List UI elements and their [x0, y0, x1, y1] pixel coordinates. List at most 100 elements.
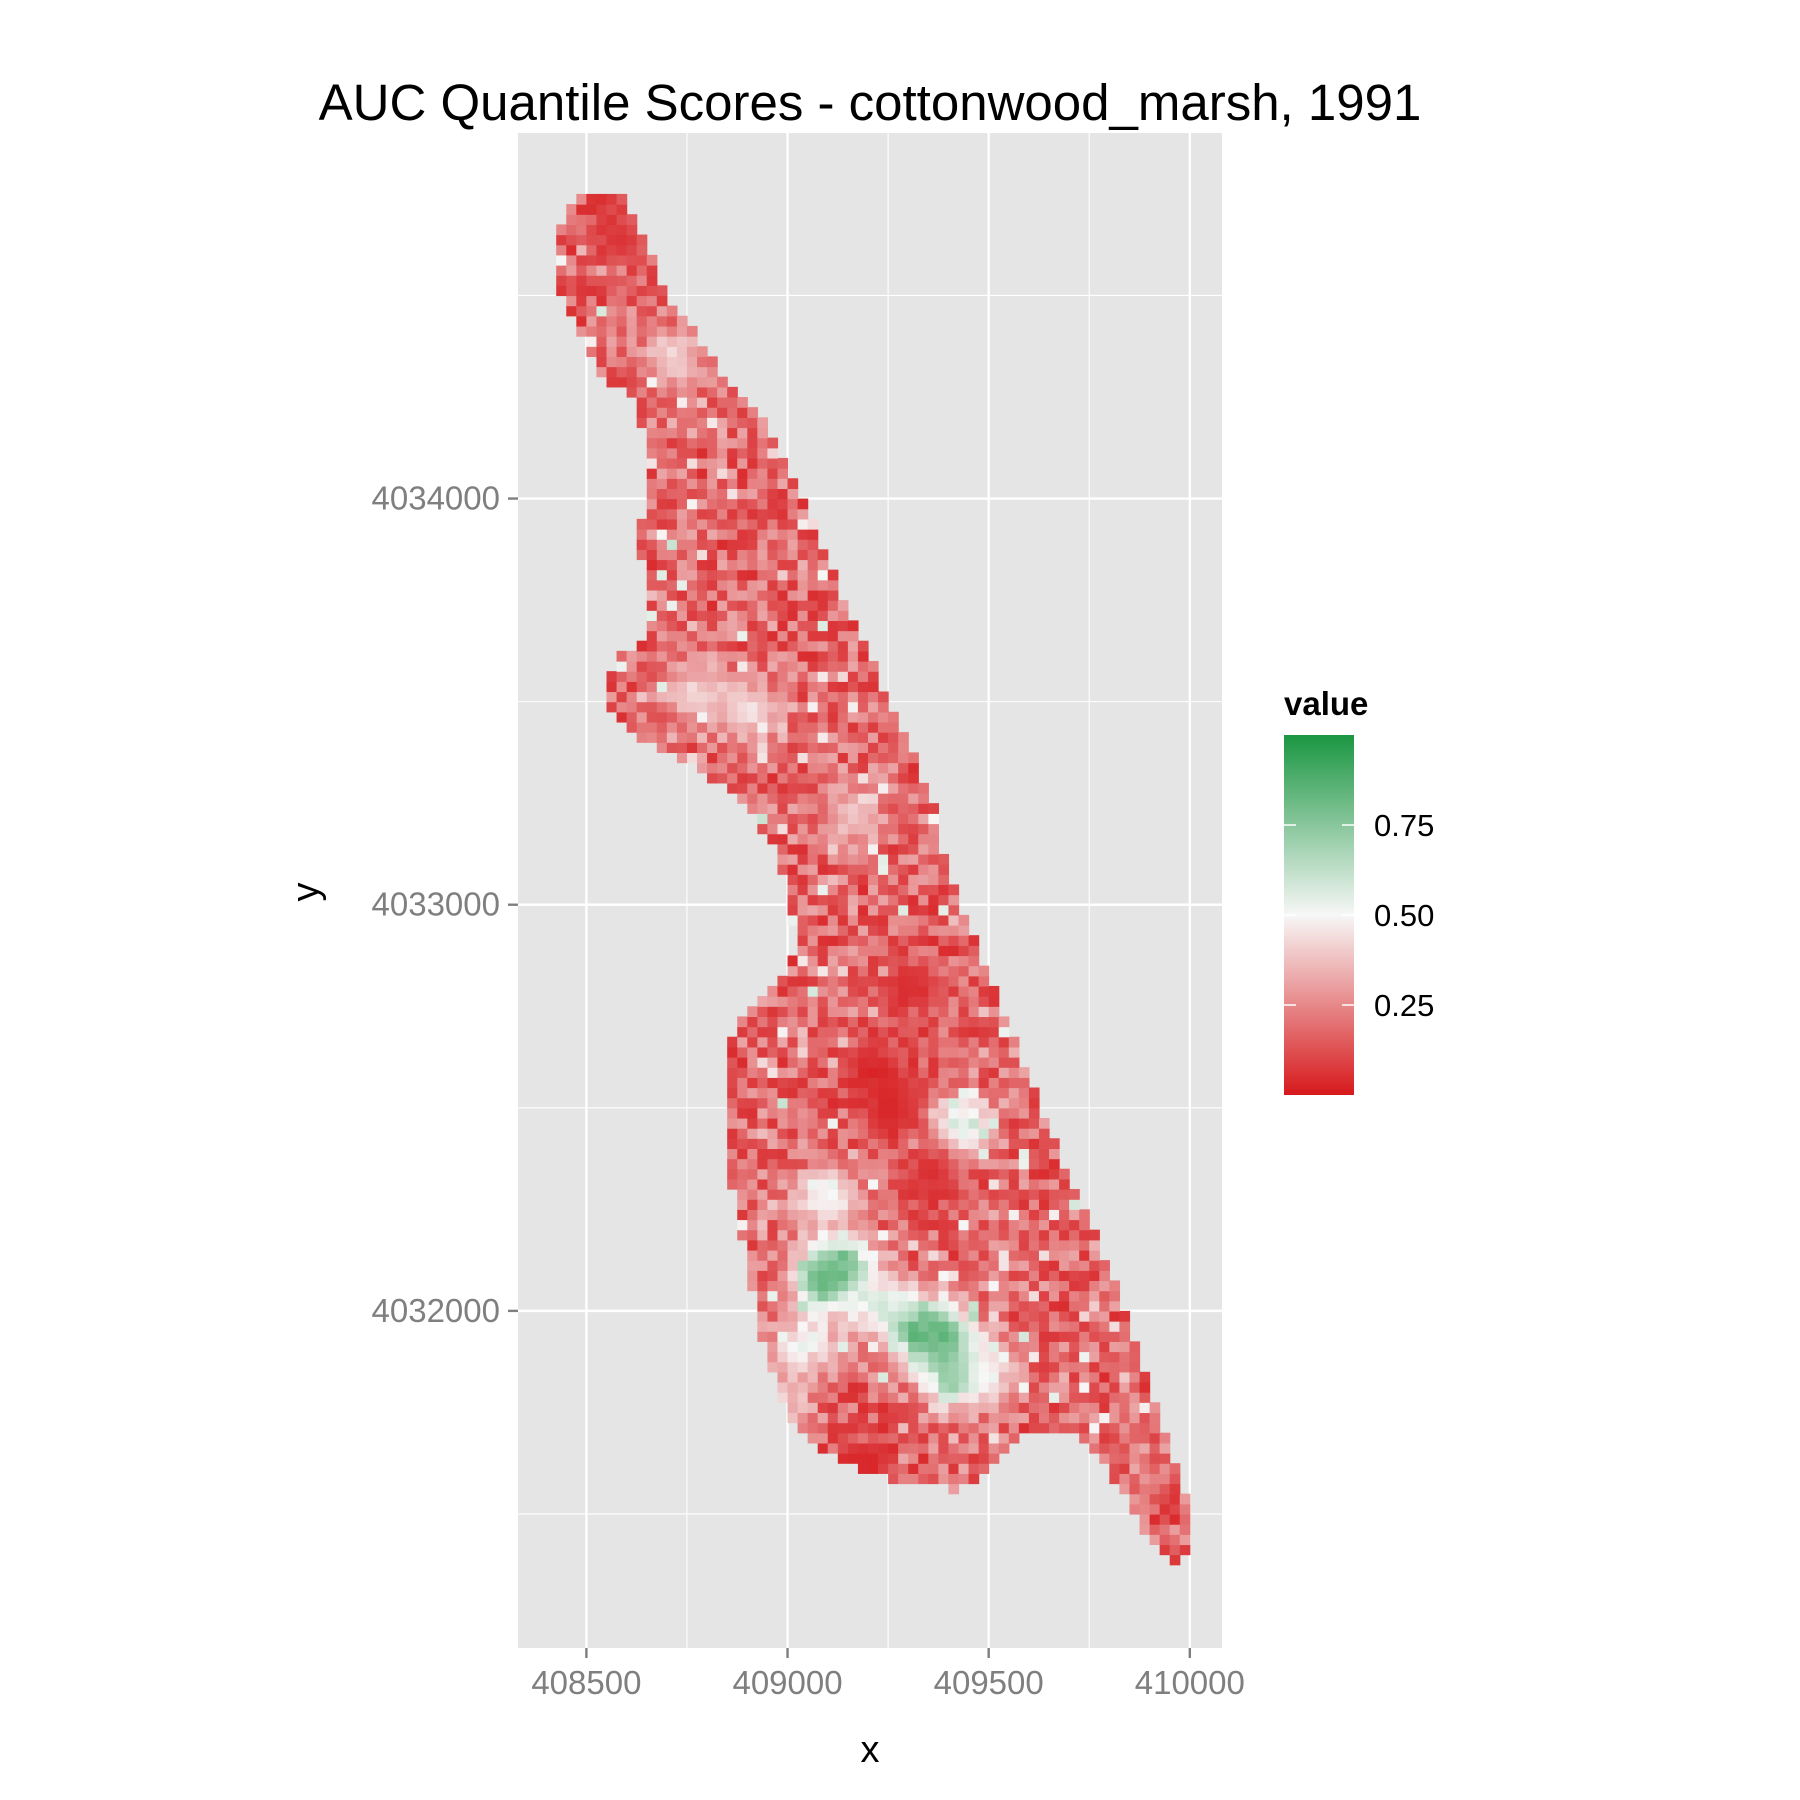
heatmap-cell [847, 1422, 859, 1434]
heatmap-cell [878, 823, 889, 835]
heatmap-cell [676, 518, 688, 530]
heatmap-cell [666, 488, 678, 500]
heatmap-cell [948, 1229, 960, 1241]
heatmap-cell [827, 569, 839, 581]
heatmap-cell [747, 752, 758, 764]
heatmap-cell [767, 559, 779, 571]
heatmap-cell [968, 1219, 980, 1231]
heatmap-cell [757, 518, 769, 530]
heatmap-cell [968, 1260, 980, 1271]
heatmap-cell [616, 234, 628, 246]
heatmap-cell [697, 630, 708, 642]
heatmap-cell [938, 1341, 950, 1353]
heatmap-cell [747, 1138, 758, 1150]
heatmap-cell [676, 579, 688, 591]
heatmap-cell [998, 1077, 1010, 1089]
heatmap-cell [888, 894, 899, 906]
heatmap-cell [837, 772, 849, 784]
heatmap-cell [777, 1138, 789, 1150]
heatmap-cell [1018, 1341, 1030, 1353]
heatmap-cell [727, 640, 738, 652]
heatmap-cell [646, 254, 658, 266]
heatmap-cell [616, 224, 628, 236]
heatmap-cell [958, 1412, 970, 1424]
y-tick-label: 4034000 [372, 480, 500, 517]
heatmap-cell [908, 782, 919, 794]
heatmap-cell [1079, 1371, 1090, 1383]
heatmap-cell [807, 864, 819, 875]
heatmap-cell [777, 721, 789, 733]
heatmap-cell [757, 447, 769, 459]
heatmap-cell [988, 1138, 1000, 1150]
heatmap-cell [837, 1412, 849, 1424]
heatmap-cell [847, 772, 859, 784]
heatmap-cell [757, 793, 769, 804]
heatmap-cell [928, 1260, 939, 1271]
heatmap-cell [556, 244, 567, 256]
heatmap-cell [867, 874, 879, 886]
heatmap-cell [888, 985, 899, 997]
heatmap-cell [857, 1260, 869, 1271]
heatmap-cell [1079, 1229, 1090, 1241]
heatmap-cell [1089, 1351, 1100, 1363]
heatmap-cell [767, 1148, 779, 1160]
legend-label: 0.50 [1374, 898, 1434, 933]
heatmap-cell [827, 803, 839, 814]
heatmap-cell [767, 1189, 779, 1200]
heatmap-cell [878, 742, 889, 754]
heatmap-cell [777, 742, 789, 754]
heatmap-cell [908, 1148, 919, 1160]
heatmap-cell [1028, 1392, 1040, 1403]
heatmap-cell [717, 569, 728, 581]
heatmap-cell [1059, 1341, 1070, 1353]
heatmap-cell [867, 955, 879, 967]
heatmap-cell [817, 650, 829, 662]
heatmap-cell [797, 1321, 809, 1332]
heatmap-cell [867, 1442, 879, 1454]
heatmap-cell [697, 539, 708, 550]
heatmap-cell [827, 1402, 839, 1414]
heatmap-cell [837, 1209, 849, 1221]
heatmap-cell [707, 681, 718, 693]
heatmap-cell [646, 681, 658, 693]
heatmap-cell [918, 1412, 929, 1424]
heatmap-cell [1159, 1544, 1171, 1556]
heatmap-cell [857, 762, 869, 774]
heatmap-cell [1109, 1341, 1121, 1353]
heatmap-cell [717, 457, 728, 469]
heatmap-cell [686, 498, 698, 510]
heatmap-cell [817, 1321, 829, 1332]
heatmap-cell [918, 1300, 929, 1312]
heatmap-cell [697, 752, 708, 764]
heatmap-cell [857, 711, 869, 723]
heatmap-cell [616, 376, 628, 388]
heatmap-cell [656, 336, 668, 347]
heatmap-cell [827, 1128, 839, 1139]
heatmap-cell [1149, 1534, 1161, 1546]
heatmap-cell [827, 1432, 839, 1444]
heatmap-cell [867, 914, 879, 926]
heatmap-cell [908, 853, 919, 865]
heatmap-cell [767, 752, 779, 764]
heatmap-cell [827, 1361, 839, 1373]
heatmap-cell [817, 610, 829, 621]
heatmap-cell [646, 407, 658, 418]
heatmap-cell [626, 305, 638, 317]
heatmap-cell [827, 711, 839, 723]
heatmap-cell [727, 529, 738, 540]
heatmap-cell [606, 244, 618, 256]
heatmap-cell [988, 1361, 1000, 1373]
heatmap-cell [1069, 1260, 1080, 1271]
heatmap-cell [878, 1189, 889, 1200]
heatmap-cell [837, 935, 849, 946]
heatmap-cell [807, 640, 819, 652]
heatmap-cell [888, 1422, 899, 1434]
heatmap-cell [797, 1148, 809, 1160]
heatmap-cell [888, 864, 899, 875]
heatmap-cell [928, 894, 939, 906]
heatmap-cell [676, 366, 688, 378]
heatmap-cell [747, 701, 758, 713]
heatmap-cell [737, 1178, 748, 1190]
heatmap-cell [807, 661, 819, 672]
heatmap-cell [867, 1321, 879, 1332]
